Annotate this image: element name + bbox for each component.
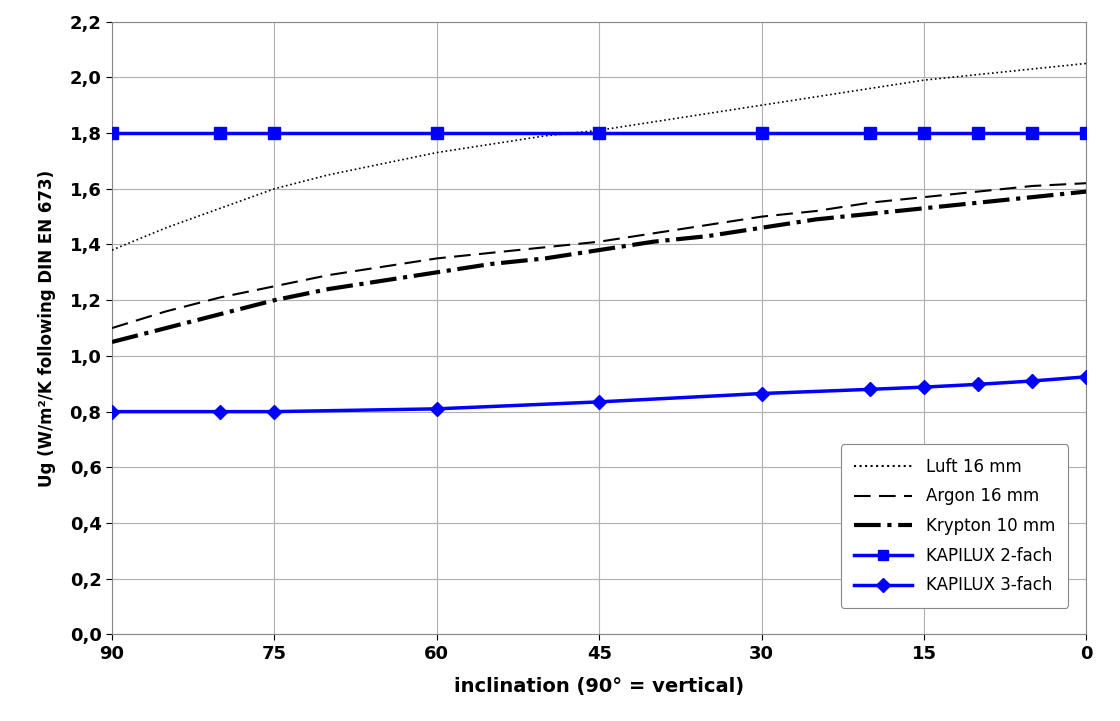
- Luft 16 mm: [701, 109, 715, 118]
- Line: KAPILUX 3-fach: KAPILUX 3-fach: [108, 372, 1091, 417]
- Argon 16 mm: [430, 254, 444, 262]
- Luft 16 mm: [592, 126, 606, 135]
- Argon 16 mm: [592, 237, 606, 246]
- Line: Luft 16 mm: Luft 16 mm: [112, 63, 1086, 250]
- Argon 16 mm: [105, 324, 119, 332]
- Y-axis label: Ug (W/m²/K following DIN EN 673): Ug (W/m²/K following DIN EN 673): [38, 169, 56, 487]
- Argon 16 mm: [917, 193, 931, 201]
- Luft 16 mm: [917, 76, 931, 84]
- KAPILUX 2-fach: [864, 129, 877, 138]
- KAPILUX 3-fach: [268, 407, 281, 416]
- Krypton 10 mm: [539, 254, 552, 262]
- KAPILUX 2-fach: [430, 129, 444, 138]
- Krypton 10 mm: [971, 198, 984, 207]
- Krypton 10 mm: [755, 224, 768, 232]
- Krypton 10 mm: [321, 285, 335, 293]
- Luft 16 mm: [159, 224, 172, 232]
- KAPILUX 3-fach: [592, 397, 606, 406]
- Argon 16 mm: [755, 212, 768, 221]
- Luft 16 mm: [1026, 65, 1039, 74]
- Argon 16 mm: [701, 221, 715, 229]
- KAPILUX 3-fach: [864, 385, 877, 394]
- Argon 16 mm: [539, 243, 552, 252]
- Luft 16 mm: [105, 246, 119, 255]
- Luft 16 mm: [646, 118, 660, 126]
- KAPILUX 3-fach: [1026, 376, 1039, 385]
- KAPILUX 2-fach: [214, 129, 227, 138]
- Argon 16 mm: [321, 271, 335, 280]
- KAPILUX 3-fach: [430, 404, 444, 413]
- KAPILUX 3-fach: [1080, 373, 1093, 381]
- KAPILUX 3-fach: [214, 407, 227, 416]
- Krypton 10 mm: [1080, 187, 1093, 196]
- KAPILUX 3-fach: [917, 383, 931, 392]
- Luft 16 mm: [539, 131, 552, 140]
- Line: KAPILUX 2-fach: KAPILUX 2-fach: [106, 128, 1092, 138]
- KAPILUX 3-fach: [105, 407, 119, 416]
- KAPILUX 3-fach: [755, 389, 768, 398]
- Argon 16 mm: [971, 187, 984, 196]
- Krypton 10 mm: [864, 210, 877, 218]
- Krypton 10 mm: [701, 232, 715, 241]
- Luft 16 mm: [484, 140, 497, 149]
- KAPILUX 2-fach: [917, 129, 931, 138]
- Krypton 10 mm: [917, 204, 931, 213]
- Luft 16 mm: [430, 149, 444, 157]
- Luft 16 mm: [376, 159, 390, 168]
- KAPILUX 2-fach: [1080, 129, 1093, 138]
- Luft 16 mm: [268, 185, 281, 193]
- Argon 16 mm: [864, 198, 877, 207]
- Argon 16 mm: [159, 307, 172, 316]
- Krypton 10 mm: [1026, 193, 1039, 201]
- Krypton 10 mm: [484, 260, 497, 268]
- Krypton 10 mm: [592, 246, 606, 255]
- Krypton 10 mm: [809, 215, 822, 224]
- KAPILUX 2-fach: [755, 129, 768, 138]
- Krypton 10 mm: [376, 276, 390, 285]
- Argon 16 mm: [376, 262, 390, 271]
- Krypton 10 mm: [105, 337, 119, 346]
- Luft 16 mm: [321, 170, 335, 179]
- Argon 16 mm: [1026, 182, 1039, 190]
- Krypton 10 mm: [646, 237, 660, 246]
- Argon 16 mm: [214, 293, 227, 301]
- Line: Krypton 10 mm: Krypton 10 mm: [112, 192, 1086, 342]
- X-axis label: inclination (90° = vertical): inclination (90° = vertical): [454, 677, 745, 696]
- KAPILUX 2-fach: [971, 129, 984, 138]
- Luft 16 mm: [755, 101, 768, 110]
- Argon 16 mm: [1080, 179, 1093, 187]
- Argon 16 mm: [484, 249, 497, 257]
- KAPILUX 2-fach: [105, 129, 119, 138]
- Luft 16 mm: [971, 70, 984, 79]
- KAPILUX 3-fach: [971, 380, 984, 389]
- KAPILUX 2-fach: [1026, 129, 1039, 138]
- Luft 16 mm: [809, 92, 822, 101]
- Argon 16 mm: [809, 207, 822, 216]
- Argon 16 mm: [268, 282, 281, 291]
- Luft 16 mm: [214, 204, 227, 213]
- Krypton 10 mm: [159, 324, 172, 332]
- Luft 16 mm: [1080, 59, 1093, 68]
- Krypton 10 mm: [268, 296, 281, 304]
- Argon 16 mm: [646, 229, 660, 238]
- Krypton 10 mm: [214, 310, 227, 319]
- Krypton 10 mm: [430, 268, 444, 277]
- Luft 16 mm: [864, 84, 877, 93]
- Line: Argon 16 mm: Argon 16 mm: [112, 183, 1086, 328]
- KAPILUX 2-fach: [268, 129, 281, 138]
- Legend: Luft 16 mm, Argon 16 mm, Krypton 10 mm, KAPILUX 2-fach, KAPILUX 3-fach: Luft 16 mm, Argon 16 mm, Krypton 10 mm, …: [841, 444, 1068, 608]
- KAPILUX 2-fach: [592, 129, 606, 138]
